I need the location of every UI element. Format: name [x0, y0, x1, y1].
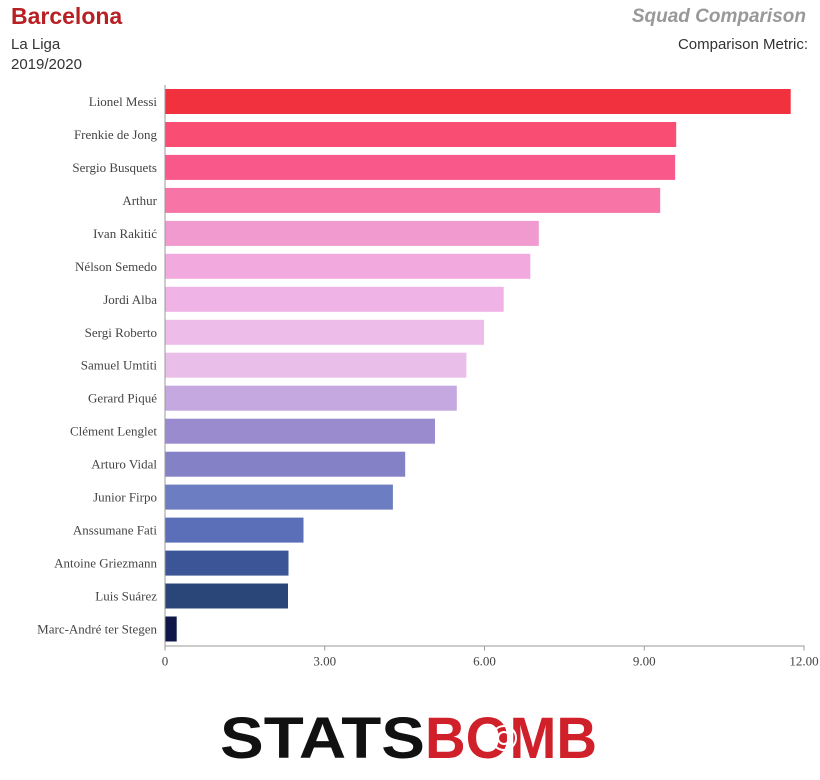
- bar-arthur: [165, 187, 661, 213]
- x-tick-label: 0: [162, 653, 169, 668]
- bar-cl-ment-lenglet: [165, 418, 435, 444]
- x-tick-label: 6.00: [473, 653, 496, 668]
- bar-sergi-roberto: [165, 319, 484, 345]
- category-label: Clément Lenglet: [70, 424, 157, 439]
- x-tick-label: 12.00: [789, 653, 818, 668]
- bar-n-lson-semedo: [165, 253, 531, 279]
- logo-text-stats: STATS: [220, 706, 425, 766]
- category-label: Antoine Griezmann: [54, 556, 157, 571]
- bar-luis-su-rez: [165, 583, 288, 609]
- category-label: Anssumane Fati: [73, 523, 158, 538]
- category-label: Marc-André ter Stegen: [37, 622, 157, 637]
- x-tick-label: 9.00: [633, 653, 656, 668]
- category-label: Arturo Vidal: [91, 457, 157, 472]
- season-label: 2019/2020: [11, 56, 82, 73]
- comparison-metric-label: Comparison Metric:: [677, 36, 808, 53]
- bar-sergio-busquets: [165, 154, 676, 180]
- category-label: Luis Suárez: [95, 589, 157, 604]
- category-label: Ivan Rakitić: [93, 226, 157, 241]
- team-title: Barcelona: [11, 3, 123, 29]
- logo-text-bomb: BOMB: [425, 706, 597, 766]
- bar-jordi-alba: [165, 286, 504, 312]
- x-tick-label: 3.00: [313, 653, 336, 668]
- bar-lionel-messi: [165, 89, 791, 114]
- category-label: Frenkie de Jong: [74, 127, 158, 142]
- category-label: Junior Firpo: [93, 490, 157, 505]
- category-label: Arthur: [122, 193, 157, 208]
- squad-comparison-title: Squad Comparison: [631, 6, 806, 27]
- bar-junior-firpo: [165, 484, 393, 510]
- bar-antoine-griezmann: [165, 550, 289, 576]
- category-label: Sergio Busquets: [72, 160, 157, 175]
- category-label: Jordi Alba: [103, 292, 157, 307]
- category-label: Gerard Piqué: [88, 391, 157, 406]
- category-label: Sergi Roberto: [85, 325, 157, 340]
- bar-gerard-piqu-: [165, 385, 457, 411]
- category-label: Nélson Semedo: [75, 259, 157, 274]
- bar-arturo-vidal: [165, 451, 406, 477]
- bar-anssumane-fati: [165, 517, 304, 543]
- logo-target-icon: [491, 725, 517, 751]
- bar-frenkie-de-jong: [165, 122, 677, 147]
- bar-chart: Lionel Messi Frenkie de Jong Sergio Busque…: [37, 85, 819, 668]
- bar-marc-andr-ter-stegen: [165, 616, 177, 642]
- category-label: Samuel Umtiti: [81, 358, 158, 373]
- bar-ivan-rakiti-: [165, 220, 539, 246]
- category-label: Lionel Messi: [89, 94, 158, 109]
- competition-label: La Liga: [11, 36, 61, 53]
- statsbomb-logo: STATS BOMB: [220, 706, 597, 766]
- bar-samuel-umtiti: [165, 352, 467, 378]
